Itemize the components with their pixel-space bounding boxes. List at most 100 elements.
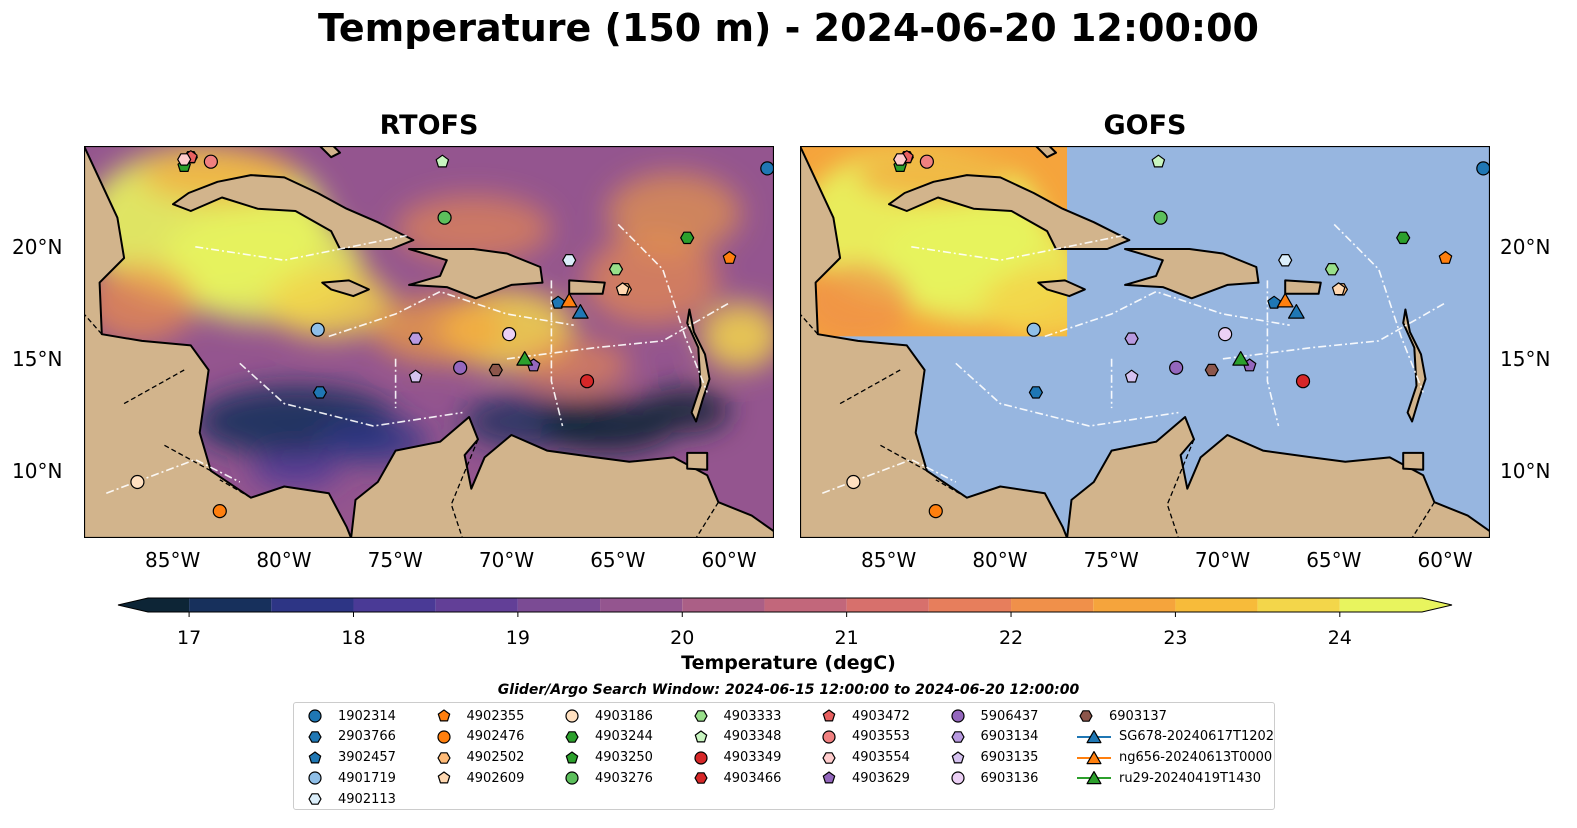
legend-entry: 5906437 xyxy=(949,706,1039,726)
legend-marker-4903250 xyxy=(565,750,579,764)
rtofs-eez-boundary-0 xyxy=(195,234,407,262)
rtofs-lon-tick-label: 60°W xyxy=(701,548,757,572)
gofs-float-4903553 xyxy=(919,154,934,169)
legend-entry: ru29-20240419T1430 xyxy=(1077,768,1261,788)
gofs-float-5906437 xyxy=(1169,360,1184,375)
legend-marker-6903136 xyxy=(950,771,965,785)
gofs-country-border-1 xyxy=(877,443,928,472)
legend-marker xyxy=(822,751,836,764)
rtofs-float-4901719 xyxy=(310,322,325,337)
gofs-jamaica-land xyxy=(1037,279,1086,298)
legend-marker xyxy=(951,750,964,764)
colorbar-tick-label: 21 xyxy=(834,627,859,649)
legend-entry: 4903349 xyxy=(692,748,782,768)
gofs-temperature-blob-4 xyxy=(800,262,912,337)
legend-marker xyxy=(565,771,579,785)
rtofs-float-6903136 xyxy=(502,327,517,342)
legend-label: 6903135 xyxy=(980,750,1039,766)
rtofs-float-6903137 xyxy=(488,363,503,377)
rtofs-hispaniola-land xyxy=(408,248,544,300)
rtofs-float-2903766 xyxy=(312,386,327,399)
colorbar-segment-7 xyxy=(682,598,765,612)
legend-label: 4903186 xyxy=(595,708,653,724)
legend-marker xyxy=(950,709,965,723)
gofs-trinidad-land xyxy=(1402,451,1425,471)
colorbar-segment-11 xyxy=(1011,598,1094,612)
rtofs-float-4902113 xyxy=(562,253,577,267)
colorbar-segment-10 xyxy=(928,598,1012,612)
rtofs-south-america-land xyxy=(350,416,774,538)
rtofs-lon-tick-label: 70°W xyxy=(478,548,535,572)
legend-label: 4903553 xyxy=(852,729,910,745)
legend-marker xyxy=(308,771,322,785)
legend-entry: 4903250 xyxy=(563,748,653,768)
gofs-float-4902355 xyxy=(1438,250,1453,264)
legend-marker-4903466 xyxy=(693,772,708,785)
gofs-country-border-0 xyxy=(800,313,819,335)
colorbar-segment-2 xyxy=(271,598,354,612)
gofs-float-4901719 xyxy=(1026,322,1041,337)
legend-marker xyxy=(1077,729,1111,743)
rtofs-float-4902609 xyxy=(615,282,630,296)
gofs-float-1902314 xyxy=(1476,161,1490,176)
gofs-float-4902609 xyxy=(1331,282,1346,296)
legend-marker-ru29-20240419T1430 xyxy=(1086,771,1102,785)
rtofs-lat-tick-label: 20°N xyxy=(12,234,63,259)
legend-entry: 4902502 xyxy=(435,748,524,768)
temperature-blob-10 xyxy=(518,338,630,393)
legend-marker-4903553 xyxy=(822,730,836,744)
gofs-float-3902457 xyxy=(1267,295,1281,309)
legend-marker xyxy=(308,793,322,805)
rtofs-map xyxy=(84,146,774,538)
legend-marker xyxy=(565,730,579,743)
legend-marker xyxy=(822,771,836,784)
gofs-float-ru29-20240419T1430 xyxy=(1232,351,1250,366)
legend-label: 6903136 xyxy=(980,770,1039,786)
gofs-float-4903186 xyxy=(846,474,861,490)
gofs-bahamas-land xyxy=(1034,146,1057,159)
legend-marker xyxy=(436,730,451,744)
gofs-float-ng656-20240613T0000 xyxy=(1276,292,1294,308)
gofs-float-6903137 xyxy=(1204,363,1219,377)
gofs-country-border-2 xyxy=(935,479,968,499)
legend-marker-4903349 xyxy=(693,750,708,765)
rtofs-float-5906437 xyxy=(453,360,468,375)
legend-label: 4902113 xyxy=(338,791,396,807)
gofs-panel-title: GOFS xyxy=(1103,110,1187,141)
gofs-float-4903244 xyxy=(1396,231,1411,245)
colorbar-segment-1 xyxy=(189,598,272,612)
rtofs-float-SG678-20240617T1202 xyxy=(572,304,589,319)
gofs-hispaniola-land xyxy=(1124,248,1260,300)
legend-marker-4903472 xyxy=(822,709,836,722)
gofs-country-border-4 xyxy=(1411,501,1435,538)
legend-marker xyxy=(437,771,450,784)
rtofs-country-border-0 xyxy=(84,313,103,335)
legend-entry: 4903276 xyxy=(563,768,653,788)
colorbar-segment-15 xyxy=(1339,598,1422,612)
legend-label: 5906437 xyxy=(980,708,1039,724)
legend-label: 6903137 xyxy=(1109,708,1167,724)
legend-marker-6903134 xyxy=(950,730,965,743)
legend-label: 4901719 xyxy=(338,770,396,786)
legend-marker xyxy=(950,730,965,743)
rtofs-lon-tick-label: 80°W xyxy=(256,548,312,572)
legend-label: 4903349 xyxy=(723,750,782,766)
legend-entry: 4902609 xyxy=(435,768,524,788)
rtofs-lat-tick-label: 10°N xyxy=(12,458,63,483)
rtofs-float-4902355 xyxy=(722,250,737,264)
search-window-caption: Glider/Argo Search Window: 2024-06-15 12… xyxy=(497,682,1080,698)
legend-marker-4902355 xyxy=(437,709,450,722)
legend-entry: 3902457 xyxy=(306,748,396,768)
legend-entry: 4903186 xyxy=(563,706,653,726)
rtofs-float-ru29-20240419T1430 xyxy=(516,351,534,366)
legend-marker xyxy=(1077,750,1111,764)
legend-marker-4903629 xyxy=(822,771,836,784)
gofs-lon-tick-label: 75°W xyxy=(1083,548,1139,572)
gofs-eez-boundary-4 xyxy=(1333,223,1424,393)
legend-entry: 6903135 xyxy=(949,748,1039,768)
rtofs-country-border-1 xyxy=(161,443,212,472)
legend-label: 4903472 xyxy=(852,708,910,724)
rtofs-jamaica-land xyxy=(321,279,370,298)
rtofs-eez-boundary-7 xyxy=(106,458,241,494)
legend-entry: 4902476 xyxy=(435,727,524,747)
